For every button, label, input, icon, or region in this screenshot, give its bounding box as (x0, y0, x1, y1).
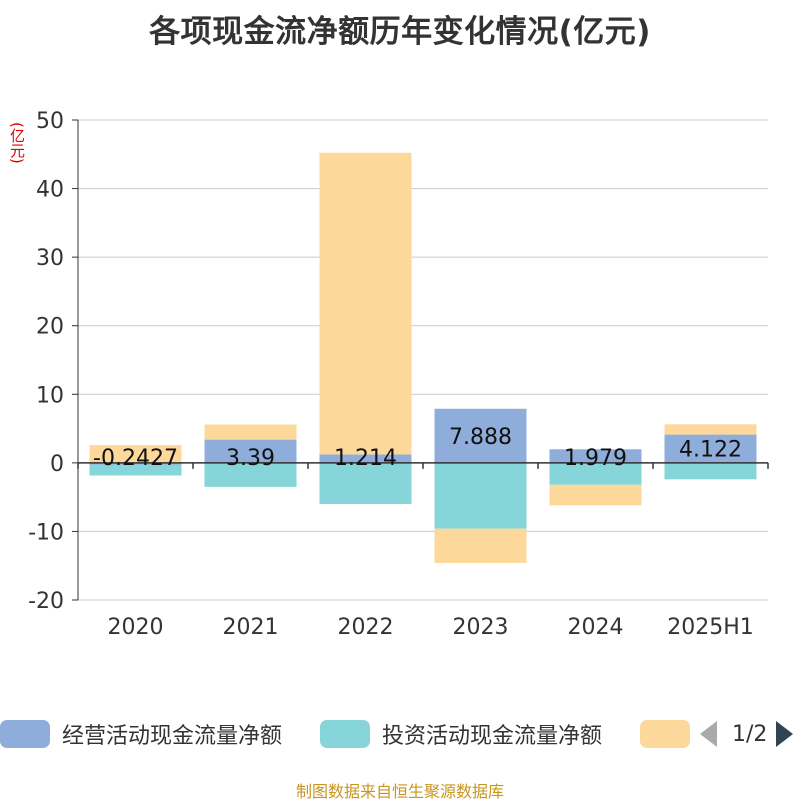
legend-item-third[interactable] (640, 712, 702, 756)
legend-swatch-investing (320, 720, 370, 748)
bar-series2-2023 (434, 462, 527, 529)
y-tick-label: 10 (36, 383, 64, 408)
bar-series2-2020 (89, 464, 182, 476)
y-tick-label: -10 (28, 520, 64, 545)
data-label-2023: 7.888 (449, 425, 512, 450)
x-tick-label: 2024 (568, 615, 624, 640)
x-tick-label: 2020 (108, 615, 164, 640)
bar-series2-2021 (204, 462, 297, 487)
x-tick-label: 2025H1 (667, 615, 754, 640)
bar-series3-2020 (89, 445, 182, 463)
bar-series2-2022 (319, 462, 412, 504)
legend-item-investing[interactable]: 投资活动现金流量净额 (320, 712, 602, 756)
chart-title: 各项现金流净额历年变化情况(亿元) (149, 14, 651, 50)
bar-series3-2025H1 (664, 424, 757, 435)
legend-item-operating[interactable]: 经营活动现金流量净额 (0, 712, 282, 756)
y-tick-label: 0 (50, 452, 64, 477)
x-tick-label: 2022 (338, 615, 394, 640)
legend-swatch-third (640, 720, 690, 748)
bar-series3-2024 (549, 484, 642, 506)
data-label-2025H1: 4.122 (679, 438, 742, 463)
data-label-2024: 1.979 (564, 446, 627, 471)
bar-series1-2020 (89, 462, 182, 465)
legend: 经营活动现金流量净额 投资活动现金流量净额 1/2 (0, 712, 800, 756)
y-axis-unit-label: (亿元) (8, 122, 26, 164)
source-note: 制图数据来自恒生聚源数据库 (295, 782, 504, 801)
y-tick-label: 50 (36, 109, 64, 134)
bar-series3-2023 (434, 528, 527, 563)
bar-series3-2021 (204, 424, 297, 440)
bar-series1-2025H1 (664, 434, 757, 463)
bar-series1-2024 (549, 449, 642, 463)
y-tick-label: -20 (28, 589, 64, 614)
y-tick-label: 30 (36, 246, 64, 271)
bar-series2-2024 (549, 462, 642, 485)
legend-prev-page-icon[interactable] (700, 721, 717, 747)
legend-page-indicator: 1/2 (732, 721, 768, 747)
bar-series1-2023 (434, 408, 527, 463)
y-tick-label: 20 (36, 315, 64, 340)
bar-chart: -20 -10 0 10 20 30 40 50 -0.2427 3.39 1.214 7.888 1.… (28, 109, 769, 640)
bar-series2-2025H1 (664, 462, 757, 480)
bar-series1-2021 (204, 439, 297, 463)
legend-swatch-operating (0, 720, 50, 748)
bar-series1-2022 (319, 454, 412, 463)
data-label-2020: -0.2427 (93, 446, 178, 471)
data-label-2022: 1.214 (334, 446, 397, 471)
legend-next-page-icon[interactable] (776, 721, 794, 747)
x-tick-label: 2023 (453, 615, 509, 640)
bar-series3-2022 (319, 152, 412, 455)
legend-pager: 1/2 (700, 712, 794, 756)
data-label-2021: 3.39 (226, 446, 275, 471)
y-tick-label: 40 (36, 178, 64, 203)
legend-label-operating: 经营活动现金流量净额 (62, 724, 283, 749)
legend-label-investing: 投资活动现金流量净额 (382, 724, 603, 749)
x-tick-label: 2021 (223, 615, 279, 640)
